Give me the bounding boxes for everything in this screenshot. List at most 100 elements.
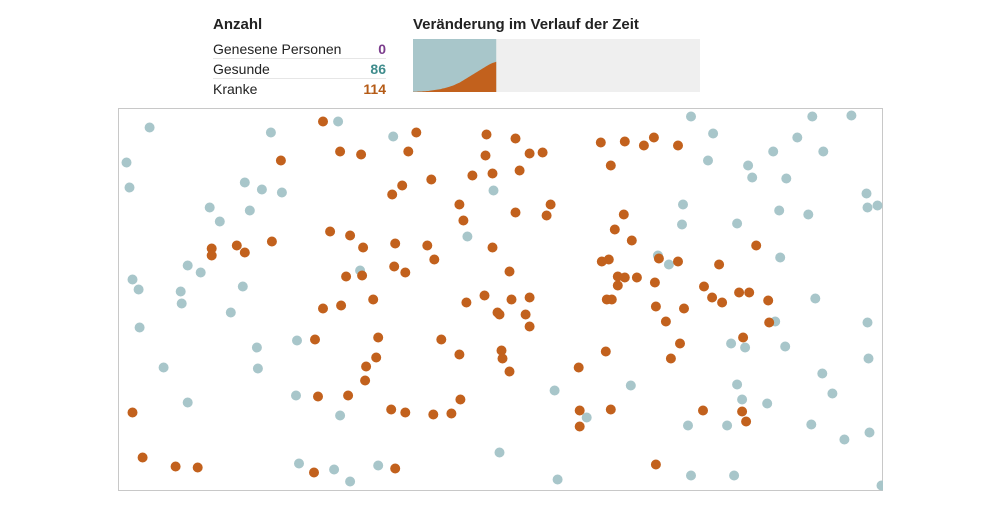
person-dot-sick [595, 137, 606, 148]
person-dot-healthy [740, 342, 751, 353]
person-dot-healthy [462, 231, 473, 242]
person-dot-sick [436, 334, 447, 345]
person-dot-healthy [176, 298, 187, 309]
person-dot-sick [744, 287, 755, 298]
person-dot-healthy [175, 286, 186, 297]
count-value-sick: 114 [363, 80, 386, 97]
person-dot-sick [737, 406, 748, 417]
person-dot-sick [606, 294, 617, 305]
person-dot-sick [371, 352, 382, 363]
person-dot-sick [699, 281, 709, 292]
person-dot-healthy [625, 380, 636, 391]
person-dot-healthy [552, 474, 563, 485]
person-dot-sick [520, 309, 531, 320]
person-dot-healthy [329, 464, 340, 475]
simulation-panel [118, 108, 883, 491]
person-dot-sick [389, 261, 400, 272]
person-dot-sick [524, 292, 535, 303]
person-dot-sick [318, 116, 328, 127]
person-dot-healthy [124, 182, 135, 193]
person-dot-sick [231, 240, 242, 251]
person-dot-sick [335, 146, 346, 157]
person-dot-sick [679, 303, 689, 314]
person-dot-healthy [861, 188, 872, 199]
person-dot-sick [650, 301, 661, 312]
person-dot-healthy [818, 146, 829, 157]
person-dot-sick [318, 303, 328, 314]
person-dot-healthy [762, 398, 773, 409]
person-dot-sick [675, 338, 685, 349]
person-dot-sick [341, 271, 352, 282]
person-dot-healthy [256, 184, 267, 195]
person-dot-healthy [686, 111, 696, 122]
person-dot-sick [764, 317, 775, 328]
count-label-recovered: Genesene Personen [213, 40, 342, 57]
person-dot-sick [390, 238, 401, 249]
person-dot-healthy [863, 353, 874, 364]
person-dot-sick [206, 250, 217, 261]
person-dot-healthy [677, 219, 687, 230]
person-dot-sick [454, 349, 465, 360]
person-dot-sick [479, 290, 490, 301]
person-dot-sick [127, 407, 138, 418]
person-dot-healthy [121, 157, 132, 168]
count-label-healthy: Gesunde [213, 60, 270, 77]
count-value-healthy: 86 [370, 60, 386, 77]
person-dot-healthy [876, 480, 883, 491]
person-dot-sick [266, 236, 277, 247]
person-dot-sick [497, 353, 508, 364]
person-dot-healthy [747, 172, 758, 183]
person-dot-sick [170, 461, 181, 472]
person-dot-sick [609, 224, 620, 235]
person-dot-healthy [251, 342, 262, 353]
person-dot-sick [738, 332, 749, 343]
person-dot-sick [206, 243, 217, 254]
person-dot-sick [390, 463, 401, 474]
person-dot-sick [673, 256, 683, 267]
person-dot-sick [494, 309, 505, 320]
person-dot-sick [481, 129, 492, 140]
count-title: Anzahl [213, 16, 263, 33]
person-dot-healthy [549, 385, 560, 396]
person-dot-sick [356, 149, 367, 160]
person-dot-sick [400, 407, 411, 418]
person-dot-sick [310, 334, 320, 345]
person-dot-sick [673, 140, 683, 151]
person-dot-healthy [204, 202, 215, 213]
person-dot-healthy [494, 447, 505, 458]
person-dot-healthy [774, 205, 785, 216]
person-dot-sick [504, 366, 515, 377]
person-dot-sick [631, 272, 642, 283]
person-dot-sick [717, 297, 728, 308]
person-dot-sick [487, 242, 498, 253]
person-dot-healthy [333, 116, 344, 127]
person-dot-sick [618, 209, 629, 220]
person-dot-healthy [743, 160, 754, 171]
person-dot-sick [574, 421, 585, 432]
person-dot-healthy [182, 260, 193, 271]
person-dot-sick [368, 294, 379, 305]
person-dot-healthy [239, 177, 250, 188]
trend-title: Veränderung im Verlauf der Zeit [413, 16, 639, 33]
person-dot-sick [357, 270, 368, 281]
person-dot-sick [426, 174, 437, 185]
person-dot-healthy [678, 199, 688, 210]
person-dot-healthy [803, 209, 814, 220]
person-dot-healthy [703, 155, 713, 166]
person-dot-healthy [780, 341, 791, 352]
person-dot-healthy [294, 458, 304, 469]
simulation-scatter [118, 108, 883, 491]
person-dot-sick [360, 375, 371, 386]
person-dot-sick [537, 147, 548, 158]
person-dot-sick [605, 160, 616, 171]
person-dot-healthy [806, 419, 817, 430]
person-dot-healthy [862, 317, 873, 328]
person-dot-healthy [683, 420, 693, 431]
person-dot-healthy [768, 146, 779, 157]
person-dot-healthy [732, 379, 743, 390]
count-label-sick: Kranke [213, 80, 258, 97]
count-row-sick: Kranke 114 [213, 79, 386, 98]
person-dot-healthy [775, 252, 786, 263]
person-dot-sick [524, 148, 535, 159]
person-dot-sick [429, 254, 440, 265]
